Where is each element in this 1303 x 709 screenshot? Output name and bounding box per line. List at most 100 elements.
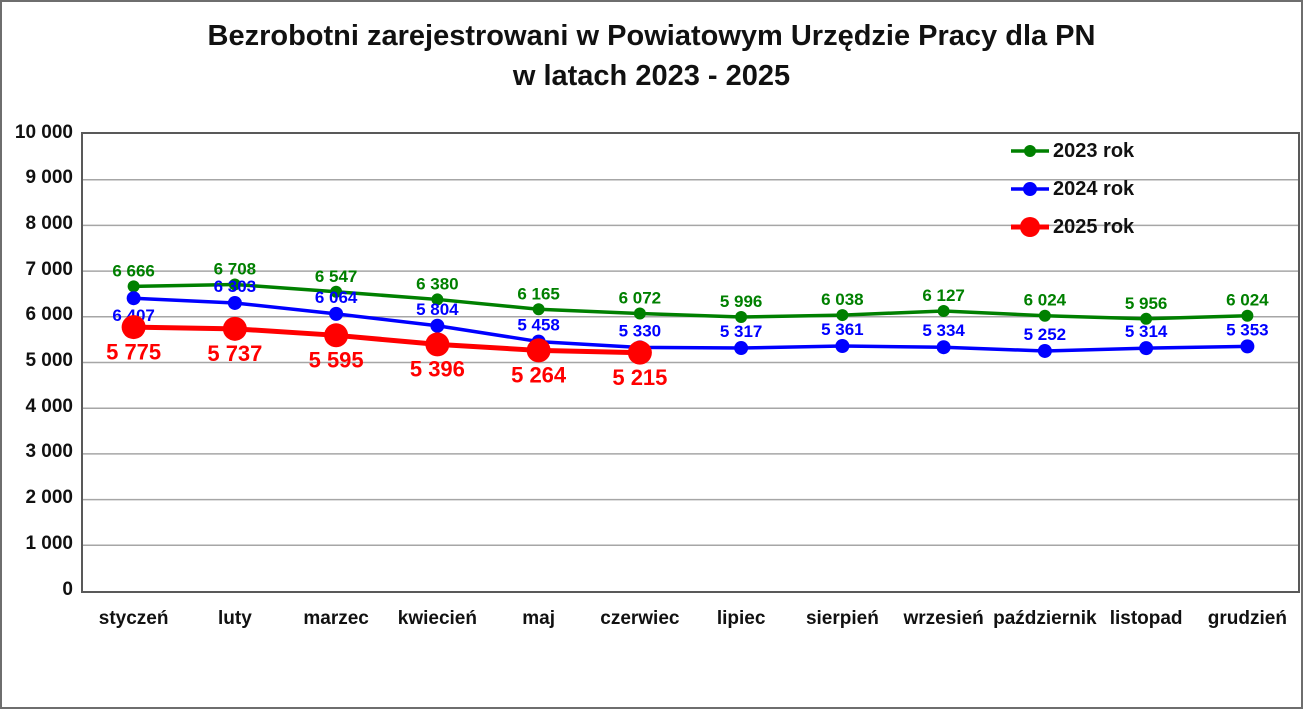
x-axis-label-listopad: listopad <box>1109 608 1183 629</box>
y-axis-tick-label: 8 000 <box>25 212 73 234</box>
data-label: 5 804 <box>416 300 459 319</box>
data-point-marker <box>227 295 242 310</box>
data-point-marker <box>329 306 344 321</box>
legend-swatch-2025-icon <box>1011 217 1049 237</box>
data-point-marker <box>324 323 349 348</box>
x-axis-label-lipiec: lipiec <box>716 608 766 629</box>
data-label: 6 127 <box>922 286 965 305</box>
data-label: 5 737 <box>207 341 262 366</box>
data-label: 5 996 <box>720 292 763 311</box>
data-point-marker <box>430 318 445 333</box>
data-label: 5 330 <box>619 321 662 340</box>
data-label: 5 458 <box>517 316 560 335</box>
y-axis-tick-label: 2 000 <box>25 487 73 509</box>
data-point-marker <box>627 340 652 365</box>
data-point-marker <box>222 316 247 341</box>
data-point-marker <box>1139 341 1154 356</box>
data-point-marker <box>121 315 146 340</box>
y-axis-tick-label: 10 000 <box>14 121 73 143</box>
data-point-marker <box>735 310 748 323</box>
legend-label-2024: 2024 rok <box>1053 177 1135 200</box>
data-label: 5 396 <box>410 357 465 382</box>
legend-row-2024: 2024 rok <box>1010 170 1134 208</box>
data-point-marker <box>835 339 850 354</box>
y-axis-tick-label: 1 000 <box>25 532 73 554</box>
x-axis-label-maj: maj <box>522 608 555 629</box>
data-point-marker <box>526 338 551 363</box>
data-label: 6 072 <box>619 289 662 308</box>
data-point-marker <box>1037 343 1052 358</box>
data-label: 5 775 <box>106 339 161 364</box>
series-line-2023-rok <box>131 282 1250 321</box>
data-label: 6 038 <box>821 290 864 309</box>
data-label: 6 666 <box>112 261 155 280</box>
x-axis-label-wrzesień: wrzesień <box>903 608 984 629</box>
legend-row-2023: 2023 rok <box>1010 132 1134 170</box>
x-axis-label-luty: luty <box>217 608 252 629</box>
legend: 2023 rok 2024 rok 2025 rok <box>1010 132 1134 246</box>
x-axis-label-grudzień: grudzień <box>1207 608 1287 629</box>
data-label: 5 334 <box>922 321 965 340</box>
x-axis-label-marzec: marzec <box>303 608 369 629</box>
x-axis-label-październik: październik <box>993 608 1097 629</box>
x-axis-label-styczeń: styczeń <box>98 608 169 629</box>
data-label: 6 303 <box>214 277 257 296</box>
x-axis-label-sierpień: sierpień <box>805 608 879 629</box>
data-label: 6 064 <box>315 288 358 307</box>
data-point-marker <box>1240 339 1255 354</box>
data-label: 6 165 <box>517 284 560 303</box>
data-point-marker <box>127 280 140 293</box>
data-point-marker <box>633 307 646 320</box>
data-point-marker <box>532 303 545 316</box>
data-point-marker <box>1038 309 1051 322</box>
legend-marker-sample <box>1023 182 1037 196</box>
y-axis-tick-label: 3 000 <box>25 441 73 463</box>
y-axis-tick-label: 5 000 <box>25 350 73 371</box>
data-point-marker <box>936 340 951 355</box>
x-axis-label-kwiecień: kwiecień <box>397 608 477 629</box>
data-point-marker <box>228 278 241 291</box>
data-label: 5 353 <box>1226 320 1269 339</box>
data-point-marker <box>431 293 444 306</box>
series-line-2025-rok <box>131 324 643 356</box>
legend-marker-sample <box>1024 145 1036 157</box>
plot-area: 6 666 6 708 6 547 6 380 6 165 6 072 5 996 6 038… <box>81 132 1300 593</box>
x-axis-label-czerwiec: czerwiec <box>600 608 680 629</box>
data-label: 5 314 <box>1125 322 1168 341</box>
legend-label-2025: 2025 rok <box>1053 215 1135 238</box>
chart-title: Bezrobotni zarejestrowani w Powiatowym U… <box>2 16 1301 96</box>
data-point-marker <box>425 332 450 357</box>
data-label: 6 547 <box>315 267 358 286</box>
y-axis-tick-label: 4 000 <box>25 395 73 417</box>
y-axis-tick-label: 7 000 <box>25 258 73 280</box>
legend-swatch-2023-icon <box>1011 145 1049 157</box>
data-label: 6 380 <box>416 274 459 293</box>
data-label: 5 252 <box>1024 325 1067 344</box>
data-label: 6 024 <box>1024 291 1067 310</box>
chart-plot-svg: 6 666 6 708 6 547 6 380 6 165 6 072 5 996 6 038… <box>83 178 1298 547</box>
data-label: 5 317 <box>720 322 763 341</box>
data-label: 6 024 <box>1226 291 1269 310</box>
data-label: 5 264 <box>511 363 567 388</box>
data-point-marker <box>734 341 749 356</box>
data-point-marker <box>1241 309 1254 322</box>
legend-marker-sample <box>1020 217 1040 237</box>
y-axis-tick-label: 0 <box>62 578 73 600</box>
legend-row-2025: 2025 rok <box>1010 208 1134 246</box>
data-label: 5 215 <box>612 365 667 390</box>
chart-title-line2: w latach 2023 - 2025 <box>512 60 791 92</box>
legend-label-2023: 2023 rok <box>1053 139 1135 162</box>
data-label: 5 595 <box>309 348 364 373</box>
y-axis-tick-label: 6 000 <box>25 304 73 326</box>
data-label: 5 956 <box>1125 294 1168 313</box>
series-line-2024-rok <box>131 296 1250 353</box>
data-label: 6 708 <box>214 259 257 278</box>
data-point-marker <box>1140 312 1153 325</box>
legend-swatch-2024-icon <box>1011 182 1049 196</box>
y-axis-tick-label: 9 000 <box>25 167 73 189</box>
data-label: 5 361 <box>821 320 864 339</box>
data-point-marker <box>126 291 141 306</box>
data-point-marker <box>330 285 343 298</box>
data-point-marker <box>836 309 849 322</box>
